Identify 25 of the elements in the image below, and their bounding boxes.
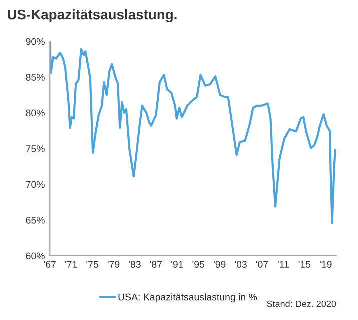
x-tick-label: '67 [44,261,56,268]
x-tick-label: '95 [192,261,205,268]
x-tick-label: '87 [150,261,162,268]
x-tick-label: '75 [86,261,98,268]
text: Stand: Dez. 2020 [267,300,336,308]
y-tick-label: 80% [26,110,45,117]
y-tick-label: 90% [26,38,45,46]
x-tick-label: '11 [278,261,289,268]
x-tick-label: '91 [172,261,184,268]
x-tick-label: '15 [298,261,311,268]
y-tick-label: 85% [26,74,45,81]
y-tick-label: 60% [26,252,45,260]
y-tick-label: 75% [26,146,45,152]
chart-title: US-Kapazitätsauslastung. [8,9,177,23]
x-tick-label: '79 [108,261,120,268]
y-tick-label: 70% [26,181,45,188]
line-series [50,42,337,224]
x-tick-label: '71 [65,261,78,268]
x-tick-label: '99 [214,261,226,268]
y-tick-label: 65% [26,217,45,224]
x-tick-label: '03 [235,261,247,268]
legend-label: USA: Kapazitätsauslastung in % [118,294,258,303]
x-tick-label: '19 [320,261,332,268]
x-tick-label: '07 [256,261,268,268]
x-tick-label: '83 [129,261,141,268]
